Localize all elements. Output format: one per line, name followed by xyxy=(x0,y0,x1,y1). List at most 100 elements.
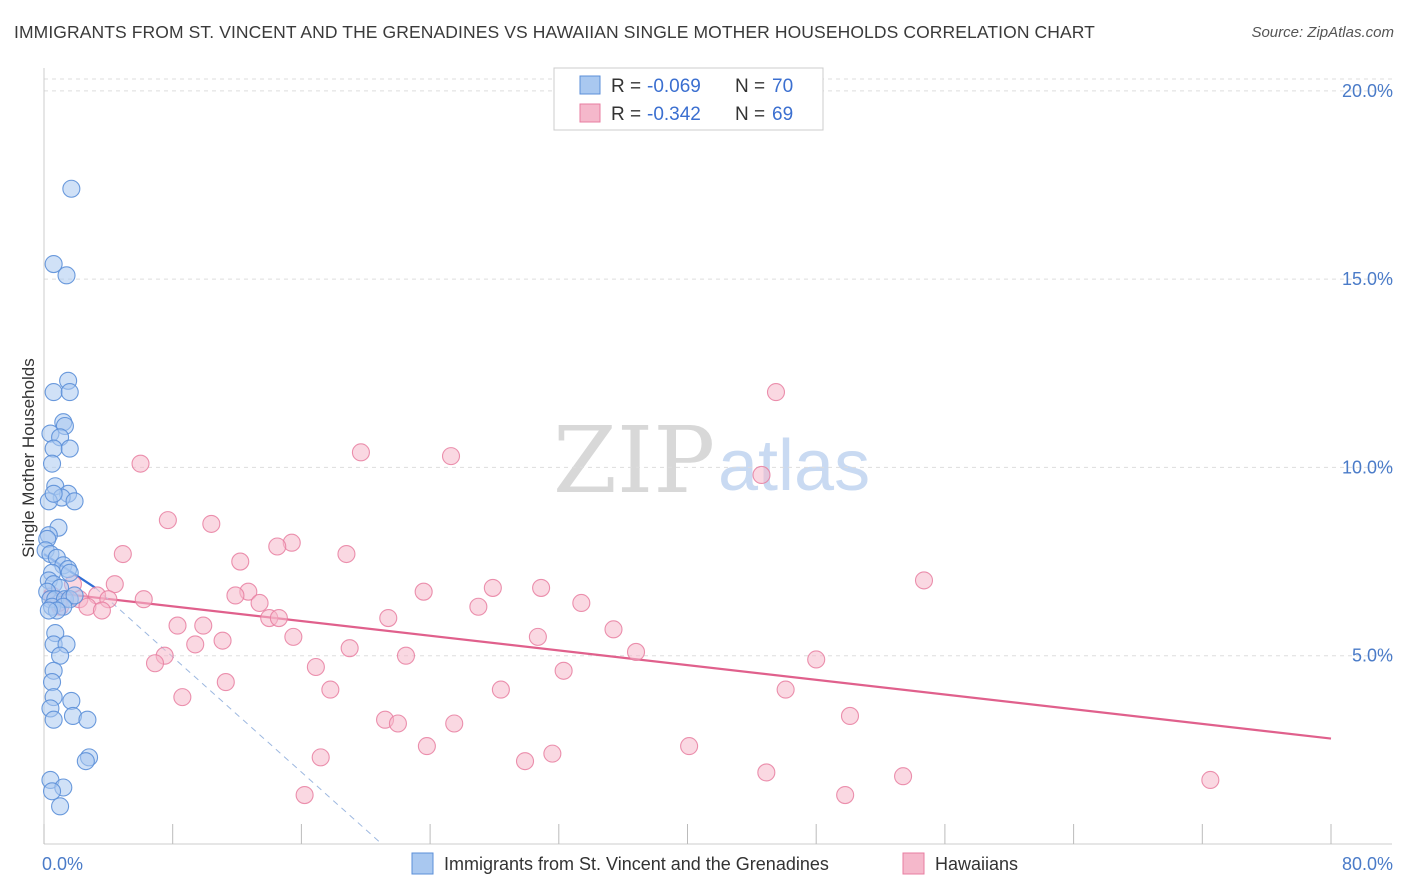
st-vincent-point xyxy=(51,797,70,816)
hawaiians-point xyxy=(491,680,510,699)
st-vincent-point xyxy=(39,601,58,620)
hawaiians-point xyxy=(554,661,573,680)
st-vincent-point xyxy=(62,179,81,198)
hawaiians-point xyxy=(337,544,356,564)
stats-legend: R = -0.069 N = 70 R = -0.342 N = 69 xyxy=(553,67,824,131)
hawaiians-point xyxy=(532,578,551,597)
legend-r-label-1: R = xyxy=(611,76,641,97)
y-tick-label: 20.0% xyxy=(1342,81,1393,101)
st-vincent-point xyxy=(60,383,79,402)
chart-title: IMMIGRANTS FROM ST. VINCENT AND THE GREN… xyxy=(14,22,1095,42)
gridlines xyxy=(44,78,1392,657)
hawaiians-point xyxy=(776,680,795,699)
hawaiians-point xyxy=(840,706,860,726)
hawaiians-point xyxy=(306,657,325,677)
hawaiians-point xyxy=(469,597,488,616)
hawaiians-point xyxy=(543,744,562,763)
hawaiians-point xyxy=(351,443,370,462)
legend-r-value-1: -0.069 xyxy=(647,76,701,97)
watermark-zip: ZIP xyxy=(553,407,715,514)
y-tick-label: 10.0% xyxy=(1342,457,1393,477)
legend-n-value-2: 69 xyxy=(772,104,793,125)
hawaiians-point xyxy=(515,752,535,771)
st-vincent-point xyxy=(44,439,63,458)
series-legend-swatch-blue xyxy=(411,852,434,875)
hawaiians-point xyxy=(213,631,232,650)
hawaiians-point xyxy=(134,590,153,609)
series-legend-label-blue: Immigrants from St. Vincent and the Gren… xyxy=(444,854,829,874)
hawaiians-point xyxy=(626,642,646,661)
st-vincent-point xyxy=(65,492,84,511)
hawaiians-point xyxy=(158,511,177,530)
y-tick-label: 5.0% xyxy=(1352,646,1393,666)
hawaiians-point xyxy=(914,571,934,590)
hawaiians-point xyxy=(173,688,192,707)
hawaiians-point xyxy=(145,654,165,673)
hawaiians-point xyxy=(311,748,330,767)
hawaiians-point xyxy=(757,763,776,782)
st-vincent-point xyxy=(60,563,79,582)
st-vincent-point xyxy=(65,586,84,605)
legend-n-label-2: N = xyxy=(735,104,765,125)
hawaiians-point xyxy=(1201,770,1220,790)
hawaiians-point xyxy=(268,537,287,556)
hawaiians-point xyxy=(321,680,340,699)
series-legend-label-pink: Hawaiians xyxy=(935,854,1018,874)
hawaiians-point xyxy=(269,608,288,628)
hawaiians-point xyxy=(441,447,461,466)
st-vincent-point xyxy=(44,255,63,274)
st-vincent-trend-extension xyxy=(95,587,383,845)
hawaiians-point xyxy=(766,383,786,402)
series-legend-swatch-pink xyxy=(902,852,925,875)
st-vincent-point xyxy=(42,673,62,692)
hawaiians-point xyxy=(168,616,187,635)
legend-r-label-2: R = xyxy=(611,104,641,125)
legend-n-label-1: N = xyxy=(735,76,765,97)
hawaiians-point xyxy=(445,714,464,733)
hawaiians-trend-line xyxy=(43,590,1332,740)
x-tick-label-max: 80.0% xyxy=(1342,854,1393,874)
hawaiians-point xyxy=(414,582,433,601)
hawaiians-point xyxy=(113,544,132,564)
st-vincent-point xyxy=(44,383,63,402)
st-vincent-point xyxy=(44,484,63,503)
x-tick-label-min: 0.0% xyxy=(42,854,83,874)
st-vincent-point xyxy=(51,646,70,665)
hawaiians-point xyxy=(250,593,269,613)
hawaiians-point xyxy=(231,552,250,571)
legend-n-value-1: 70 xyxy=(772,76,793,97)
st-vincent-point xyxy=(60,439,79,458)
hawaiians-point xyxy=(752,465,771,484)
series-legend: Immigrants from St. Vincent and the Gren… xyxy=(411,852,1018,875)
hawaiians-point xyxy=(186,635,205,654)
hawaiians-point xyxy=(194,616,213,635)
hawaiians-point xyxy=(202,514,221,533)
hawaiians-point xyxy=(388,714,407,733)
st-vincent-point xyxy=(42,782,62,801)
hawaiians-point xyxy=(483,578,502,597)
y-tick-label: 15.0% xyxy=(1342,269,1393,289)
hawaiians-point xyxy=(105,575,124,594)
st-vincent-point xyxy=(78,710,97,729)
st-vincent-point xyxy=(42,454,62,473)
st-vincent-point xyxy=(76,752,95,771)
hawaiians-point xyxy=(604,620,623,639)
hawaiians-point xyxy=(572,593,591,613)
st-vincent-point xyxy=(44,710,63,729)
hawaiians-point xyxy=(528,627,547,646)
hawaiians-point xyxy=(807,650,826,669)
watermark-atlas: atlas xyxy=(718,426,870,506)
hawaiians-point xyxy=(295,785,314,805)
hawaiians-point xyxy=(894,767,913,786)
legend-swatch-pink xyxy=(579,103,601,123)
hawaiians-point xyxy=(284,627,303,646)
hawaiians-point xyxy=(836,785,855,805)
st-vincent-points xyxy=(36,179,99,816)
hawaiians-point xyxy=(680,737,699,756)
hawaiians-point xyxy=(379,608,398,628)
hawaiians-point xyxy=(226,586,245,605)
hawaiians-point xyxy=(216,673,235,692)
hawaiians-point xyxy=(131,454,150,473)
legend-r-value-2: -0.342 xyxy=(647,104,701,125)
